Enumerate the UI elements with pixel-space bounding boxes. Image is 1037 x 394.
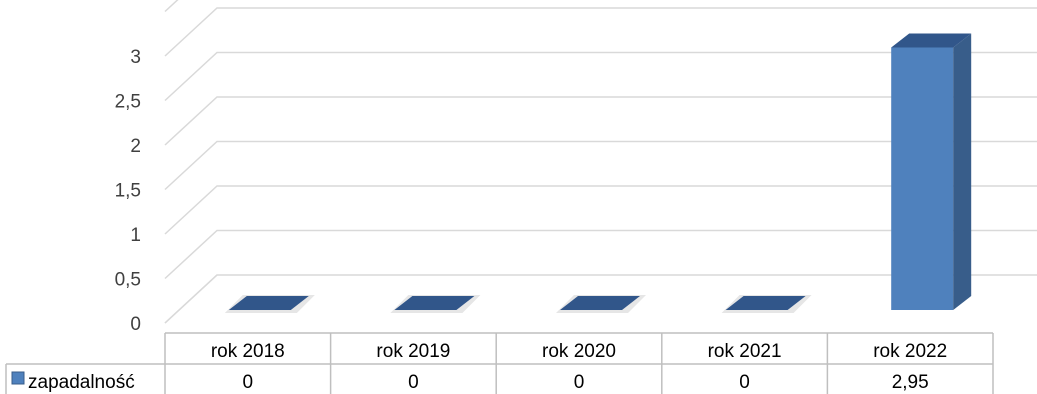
axis-wall-edge xyxy=(164,274,218,324)
bar xyxy=(721,295,812,313)
bar xyxy=(556,295,646,313)
y-tick-label: 1,5 xyxy=(115,181,141,202)
bar-top xyxy=(228,296,309,310)
gridline xyxy=(164,96,1037,146)
gridline xyxy=(164,229,1037,280)
gridline xyxy=(164,140,1037,191)
data-value-label: 0 xyxy=(408,372,419,393)
bar-side xyxy=(953,33,972,310)
bar-top xyxy=(891,33,972,48)
gridline xyxy=(164,0,179,13)
y-tick-label: 3 xyxy=(130,47,141,68)
data-value-label: 0 xyxy=(739,372,750,393)
legend-series-name: zapadalność xyxy=(28,372,135,393)
y-tick-label: 2 xyxy=(130,136,141,157)
category-label: rok 2021 xyxy=(708,341,782,362)
bar-top xyxy=(560,296,640,310)
category-label: rok 2020 xyxy=(542,341,616,362)
category-label: rok 2019 xyxy=(376,341,450,362)
bar xyxy=(390,295,481,313)
data-value-label: 2,95 xyxy=(892,372,929,393)
gridlines xyxy=(164,0,1037,324)
bar-top xyxy=(725,296,806,310)
bar xyxy=(891,33,972,310)
data-value-label: 0 xyxy=(243,372,254,393)
bar xyxy=(224,295,315,313)
bar-front xyxy=(891,47,954,310)
data-value-label: 0 xyxy=(574,372,585,393)
bars xyxy=(224,33,972,313)
category-label: rok 2018 xyxy=(211,341,285,362)
y-tick-label: 0 xyxy=(130,314,141,335)
gridline xyxy=(164,7,1037,57)
legend-swatch xyxy=(11,371,25,385)
y-tick-label: 0,5 xyxy=(115,270,141,291)
gridline xyxy=(164,51,1037,102)
y-axis-ticks: 0 0,5 1 1,5 2 2,5 3 xyxy=(115,47,141,335)
bar-top xyxy=(394,296,475,310)
category-label: rok 2022 xyxy=(873,341,947,362)
data-table: rok 2018 0 rok 2019 0 rok 2020 0 rok 2021 0 rok … xyxy=(5,332,994,394)
y-tick-label: 2,5 xyxy=(115,92,141,113)
gridline xyxy=(164,185,1037,235)
y-tick-label: 1 xyxy=(130,225,141,246)
